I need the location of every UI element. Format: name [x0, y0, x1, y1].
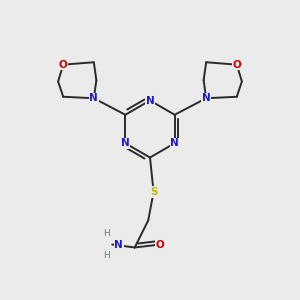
Text: N: N — [89, 93, 98, 103]
Text: N: N — [146, 95, 154, 106]
Text: O: O — [232, 60, 241, 70]
Text: H: H — [103, 251, 110, 260]
Text: H: H — [103, 229, 110, 238]
Text: N: N — [121, 138, 130, 148]
Text: N: N — [114, 239, 123, 250]
Text: N: N — [202, 93, 211, 103]
Text: O: O — [59, 60, 68, 70]
Text: S: S — [150, 187, 157, 197]
Text: N: N — [170, 138, 179, 148]
Text: O: O — [156, 239, 165, 250]
